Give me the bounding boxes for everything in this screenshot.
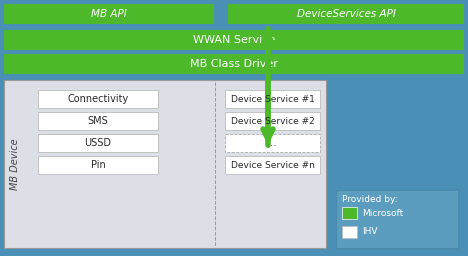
FancyBboxPatch shape [38, 156, 158, 174]
FancyBboxPatch shape [4, 80, 326, 248]
Text: WWAN Service: WWAN Service [193, 35, 275, 45]
FancyBboxPatch shape [4, 54, 464, 74]
Text: IHV: IHV [362, 228, 378, 237]
Text: MB API: MB API [91, 9, 127, 19]
Text: Device Service #2: Device Service #2 [231, 116, 314, 125]
FancyBboxPatch shape [225, 90, 320, 108]
FancyBboxPatch shape [228, 4, 464, 24]
FancyBboxPatch shape [336, 190, 458, 248]
Text: DeviceServices API: DeviceServices API [297, 9, 395, 19]
Text: Device Service #1: Device Service #1 [231, 94, 314, 103]
Text: MB Device: MB Device [10, 138, 20, 190]
FancyBboxPatch shape [225, 156, 320, 174]
Text: MB Class Driver: MB Class Driver [190, 59, 278, 69]
FancyBboxPatch shape [225, 112, 320, 130]
Text: Connectivity: Connectivity [67, 94, 129, 104]
FancyBboxPatch shape [342, 207, 357, 219]
FancyBboxPatch shape [342, 226, 357, 238]
FancyBboxPatch shape [38, 134, 158, 152]
FancyBboxPatch shape [4, 4, 214, 24]
FancyBboxPatch shape [38, 90, 158, 108]
FancyBboxPatch shape [225, 134, 320, 152]
Text: Pin: Pin [91, 160, 105, 170]
Text: USSD: USSD [85, 138, 111, 148]
FancyBboxPatch shape [4, 30, 464, 50]
Text: SMS: SMS [88, 116, 109, 126]
Text: Device Service #n: Device Service #n [231, 161, 314, 169]
FancyBboxPatch shape [38, 112, 158, 130]
Text: Microsoft: Microsoft [362, 208, 403, 218]
Text: Provided by:: Provided by: [342, 195, 398, 204]
Text: ...: ... [267, 138, 278, 148]
